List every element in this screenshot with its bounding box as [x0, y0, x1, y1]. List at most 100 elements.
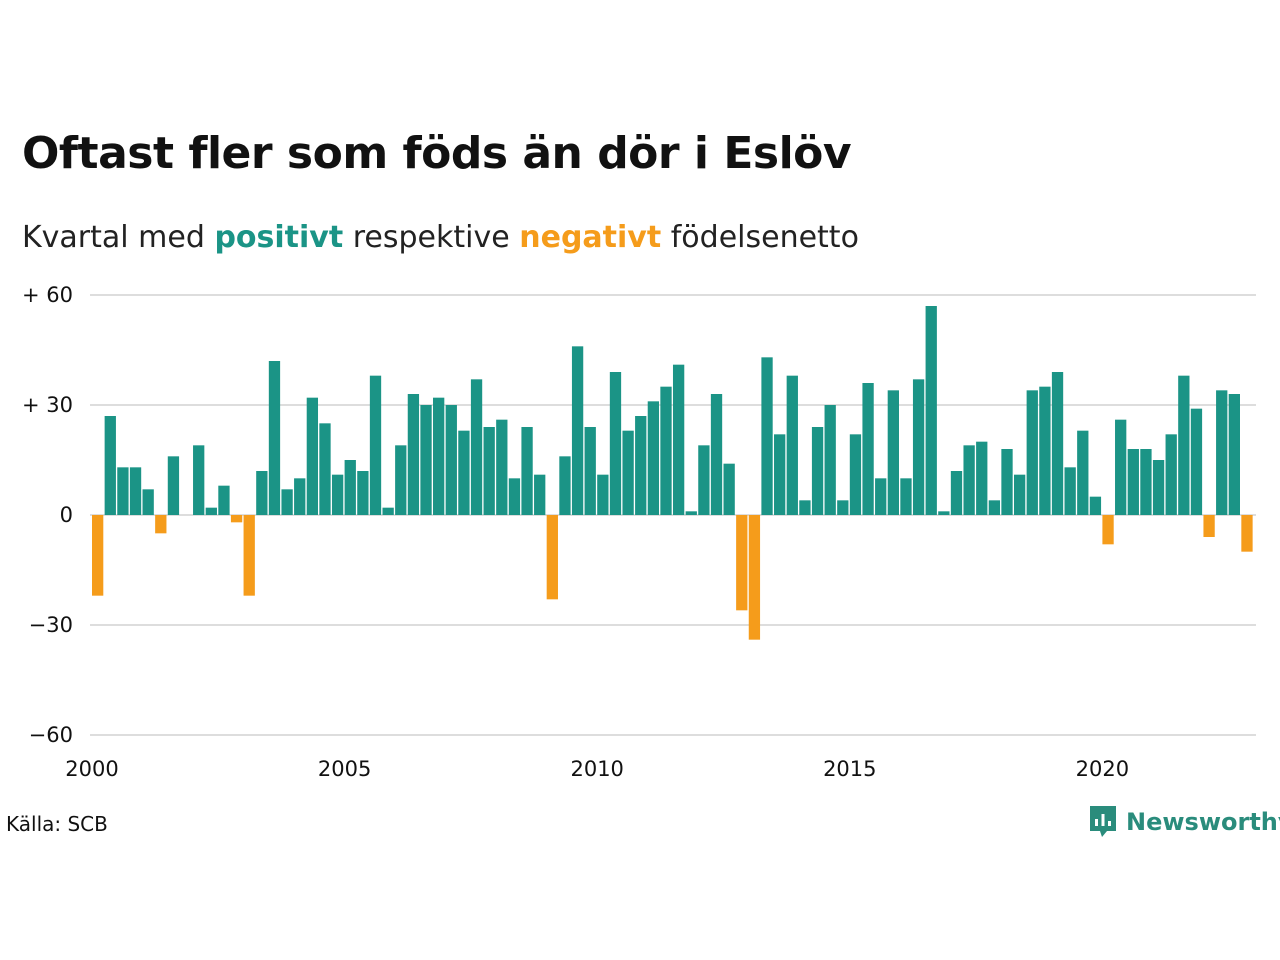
bar — [609, 372, 622, 515]
bar — [723, 463, 735, 515]
bar — [483, 427, 495, 515]
bar — [736, 515, 748, 611]
bar — [1013, 474, 1026, 515]
chart-title: Oftast fler som föds än dör i Eslöv — [22, 128, 852, 179]
bar — [1140, 449, 1152, 515]
bar — [1064, 467, 1076, 515]
bar — [357, 471, 369, 515]
y-tick-label: 0 — [60, 503, 73, 527]
bar — [1077, 430, 1089, 515]
bar — [900, 478, 912, 515]
bar — [395, 445, 407, 515]
bar — [647, 401, 660, 515]
y-axis-labels: + 60 + 30 0 −30 −60 — [22, 283, 73, 747]
bar — [887, 390, 899, 515]
x-tick-label: 2005 — [318, 757, 371, 781]
bars — [92, 306, 1253, 640]
bar — [672, 364, 685, 515]
bar — [129, 467, 142, 515]
bar — [218, 485, 230, 515]
bar — [306, 397, 319, 515]
bar — [635, 416, 647, 515]
bar — [862, 383, 874, 515]
bar — [988, 500, 1001, 515]
bar — [470, 379, 483, 515]
bar — [559, 456, 571, 515]
bar — [1216, 390, 1228, 515]
newsworthy-logo-icon — [1090, 806, 1116, 837]
bar — [243, 515, 255, 596]
bar — [496, 419, 508, 515]
bar — [407, 394, 420, 515]
bar — [622, 430, 634, 515]
y-tick-label: −60 — [29, 723, 73, 747]
x-tick-label: 2010 — [570, 757, 623, 781]
bar — [748, 515, 761, 640]
bar — [811, 427, 824, 515]
bar — [584, 427, 596, 515]
bar-chart: + 60 + 30 0 −30 −60 2000 2005 2010 2015 2020 — [22, 283, 1256, 781]
bar — [1102, 515, 1114, 545]
bar — [268, 361, 281, 515]
bar — [155, 515, 167, 534]
bar — [1190, 408, 1203, 515]
bar — [774, 434, 786, 515]
bar — [950, 471, 963, 515]
bar — [142, 489, 154, 515]
bar — [761, 357, 773, 515]
bar — [104, 416, 116, 515]
brand-name: Newsworthy — [1126, 808, 1280, 836]
bar — [344, 460, 356, 515]
bar — [963, 445, 975, 515]
bar — [597, 474, 609, 515]
bar — [976, 441, 988, 515]
bar — [230, 515, 243, 523]
bar — [534, 474, 546, 515]
bar — [92, 515, 104, 596]
bar — [1115, 419, 1127, 515]
bar — [786, 375, 798, 515]
y-tick-label: + 30 — [22, 393, 73, 417]
bar — [912, 379, 925, 515]
bar — [281, 489, 293, 515]
bar — [837, 500, 849, 515]
bar — [685, 511, 697, 515]
bar — [117, 467, 129, 515]
bar — [571, 346, 584, 515]
bar — [938, 511, 950, 515]
bar — [458, 430, 470, 515]
bar — [1026, 390, 1038, 515]
bar — [546, 515, 558, 600]
bar — [256, 471, 268, 515]
chart-subtitle: Kvartal med positivt respektive negativt… — [22, 220, 859, 255]
bar — [1127, 449, 1139, 515]
bar — [445, 405, 457, 515]
bar — [710, 394, 723, 515]
x-tick-label: 2020 — [1076, 757, 1129, 781]
bar — [420, 405, 432, 515]
bar — [925, 306, 937, 515]
bar — [1051, 372, 1064, 515]
bar — [1241, 515, 1253, 552]
bar — [382, 507, 394, 515]
x-tick-label: 2015 — [823, 757, 876, 781]
bar — [660, 386, 672, 515]
subtitle-suffix: födelsenetto — [670, 220, 859, 255]
bar — [319, 423, 331, 515]
bar — [1203, 515, 1215, 537]
y-tick-label: + 60 — [22, 283, 73, 307]
bar — [369, 375, 382, 515]
bar — [1039, 386, 1051, 515]
bar — [824, 405, 836, 515]
bar — [1089, 496, 1102, 515]
bar — [1165, 434, 1177, 515]
bar — [205, 507, 217, 515]
x-axis-labels: 2000 2005 2010 2015 2020 — [65, 757, 1129, 781]
bar — [193, 445, 205, 515]
bar — [508, 478, 521, 515]
bar — [1001, 449, 1013, 515]
bar — [799, 500, 811, 515]
bar — [698, 445, 710, 515]
source-note: Källa: SCB — [6, 812, 108, 836]
bar — [1228, 394, 1240, 515]
